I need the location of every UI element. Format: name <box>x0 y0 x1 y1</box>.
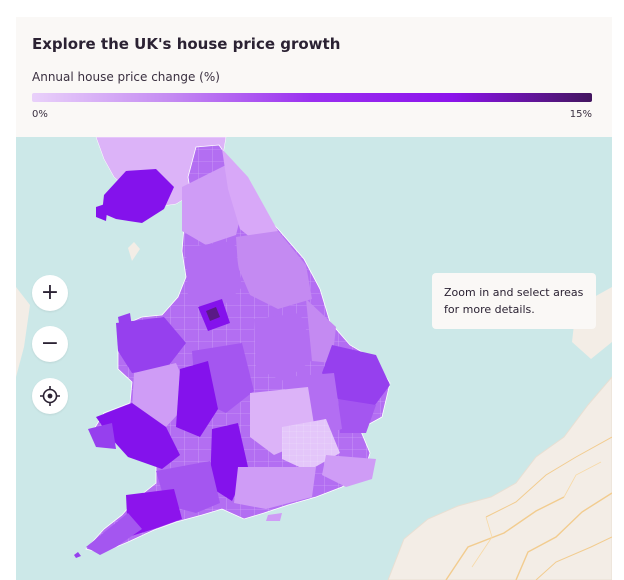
map-card: Explore the UK's house price growth Annu… <box>16 17 612 580</box>
zoom-out-button[interactable]: − <box>32 326 68 362</box>
map-title: Explore the UK's house price growth <box>32 35 341 53</box>
legend-color-scale <box>32 93 592 102</box>
choropleth-map[interactable]: + − Zoom in and select areas for more de… <box>16 137 612 580</box>
yorkshire-region <box>236 231 312 309</box>
devon-region <box>126 489 182 537</box>
minus-icon: − <box>40 331 60 356</box>
norfolk-region <box>322 345 390 409</box>
zoom-in-button[interactable]: + <box>32 275 68 311</box>
cornwall-region <box>86 513 142 555</box>
europe-road <box>445 492 612 580</box>
east-midlands-region <box>254 313 316 381</box>
locate-button[interactable] <box>32 378 68 414</box>
lincolnshire-region <box>306 299 336 363</box>
northeast-region <box>222 149 278 247</box>
legend-min-label: 0% <box>32 109 48 120</box>
isle-of-wight <box>266 513 282 521</box>
north-wales-region <box>116 317 186 373</box>
pembrokeshire-region <box>88 423 116 449</box>
map-header: Explore the UK's house price growth Annu… <box>16 17 612 137</box>
legend-label: Annual house price change (%) <box>32 70 220 84</box>
south-coast-region <box>234 467 316 509</box>
isle-of-man <box>128 242 140 261</box>
europe-landmass <box>387 376 612 580</box>
ireland-coast <box>16 287 30 377</box>
manchester-core <box>206 307 220 321</box>
locate-crosshair-icon <box>40 386 60 406</box>
kent-region <box>322 455 376 487</box>
mull-of-galloway <box>96 203 108 221</box>
anglesey <box>118 313 132 329</box>
scilly-isles <box>74 552 81 558</box>
plus-icon: + <box>40 280 60 305</box>
mid-wales-region <box>132 363 192 427</box>
europe-road <box>485 436 612 580</box>
galloway <box>102 169 174 223</box>
legend-max-label: 15% <box>569 109 592 120</box>
info-tooltip: Zoom in and select areas for more detail… <box>432 273 596 329</box>
south-wales-region <box>96 403 180 469</box>
lancashire-region <box>186 241 242 313</box>
europe-road <box>471 461 602 568</box>
suffolk-region <box>338 399 376 433</box>
welsh-border-region <box>176 361 218 437</box>
